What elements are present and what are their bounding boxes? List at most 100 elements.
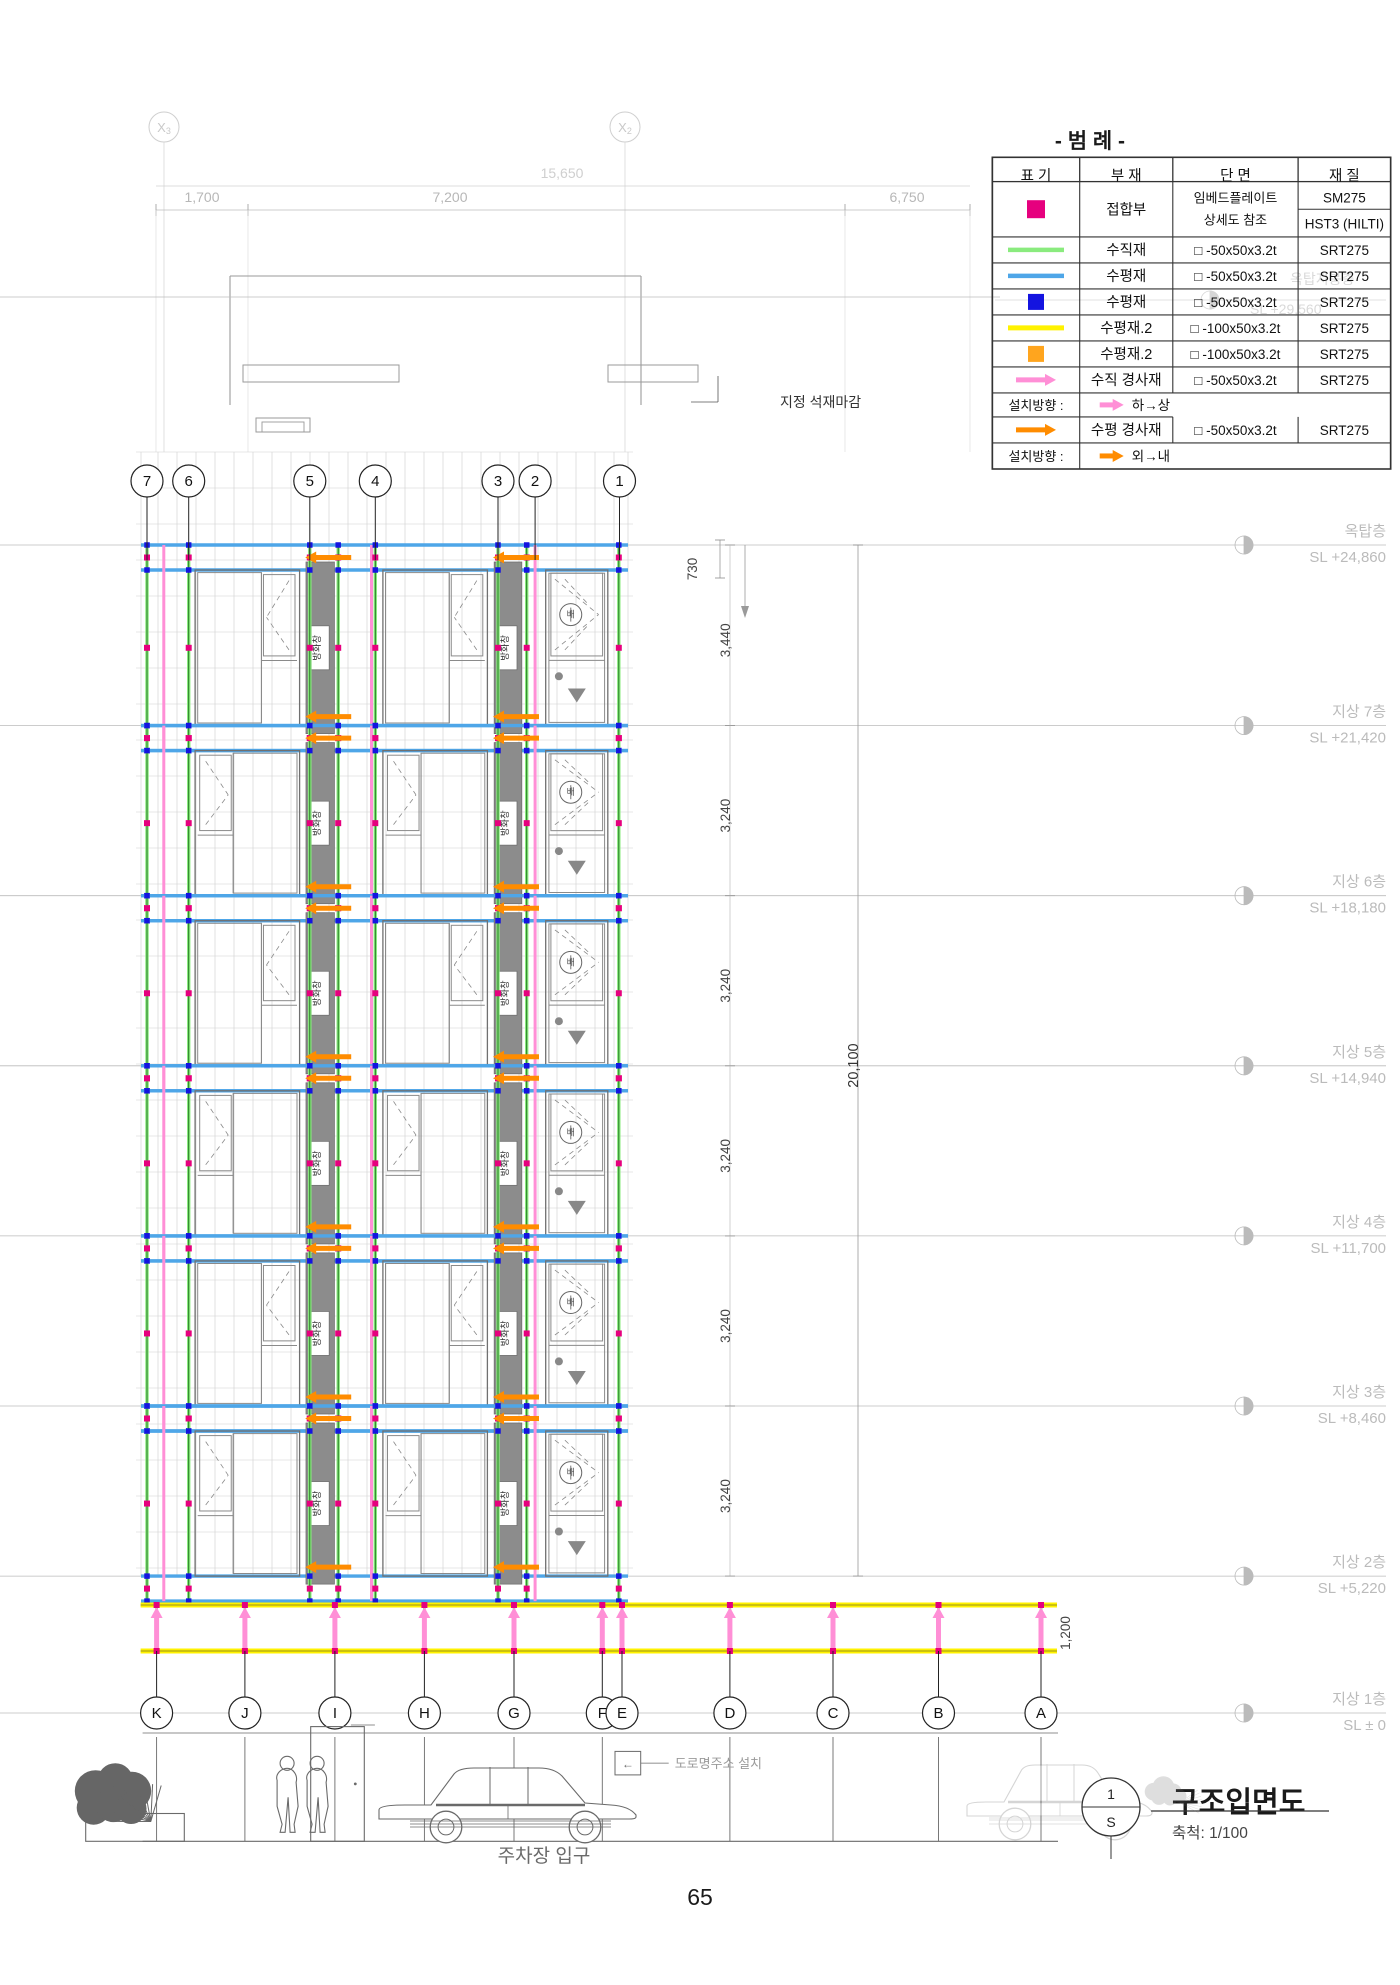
svg-text:S: S [1106, 1814, 1115, 1830]
svg-text:지정 석재마감: 지정 석재마감 [780, 394, 861, 410]
svg-text:주차장 입구: 주차장 입구 [498, 1845, 591, 1867]
svg-text:←: ← [622, 1757, 634, 1771]
svg-text:부 재: 부 재 [1111, 167, 1142, 184]
svg-text:SL ± 0: SL ± 0 [1343, 1717, 1386, 1734]
svg-text:방화창: 방화창 [312, 1150, 322, 1176]
svg-text:1: 1 [1107, 1786, 1115, 1802]
svg-text:단 면: 단 면 [1220, 167, 1251, 184]
svg-text:3,240: 3,240 [718, 799, 733, 833]
svg-text:- 범 례 -: - 범 례 - [1055, 130, 1125, 153]
svg-text:도로명주소 설치: 도로명주소 설치 [675, 1756, 762, 1771]
svg-text:방화창: 방화창 [500, 1150, 510, 1176]
svg-text:SL +8,460: SL +8,460 [1318, 1410, 1386, 1427]
svg-text:SL +5,220: SL +5,220 [1318, 1580, 1386, 1597]
svg-text:외→내: 외→내 [1132, 449, 1170, 464]
svg-text:I: I [333, 1705, 337, 1722]
svg-text:SL +11,700: SL +11,700 [1311, 1240, 1386, 1257]
svg-text:3,240: 3,240 [718, 1139, 733, 1173]
svg-text:20,100: 20,100 [846, 1043, 862, 1087]
svg-text:방화창: 방화창 [500, 810, 510, 836]
svg-text:65: 65 [687, 1884, 713, 1910]
svg-text:배: 배 [567, 1298, 575, 1308]
svg-text:방화창: 방화창 [312, 810, 322, 836]
svg-text:SRT275: SRT275 [1320, 423, 1369, 438]
svg-text:K: K [152, 1705, 162, 1722]
svg-text:□ -50x50x3.2t: □ -50x50x3.2t [1194, 373, 1277, 388]
svg-text:배: 배 [567, 1468, 575, 1478]
svg-text:HST3 (HILTI): HST3 (HILTI) [1305, 216, 1384, 231]
svg-text:배: 배 [567, 957, 575, 967]
svg-text:SRT275: SRT275 [1320, 269, 1369, 284]
svg-text:1,200: 1,200 [1058, 1616, 1073, 1650]
svg-text:7: 7 [143, 473, 151, 490]
svg-text:□ -100x50x3.2t: □ -100x50x3.2t [1190, 347, 1280, 362]
svg-text:2: 2 [531, 473, 539, 490]
svg-text:1: 1 [615, 473, 623, 490]
svg-text:3: 3 [494, 473, 502, 490]
svg-text:표 기: 표 기 [1021, 167, 1052, 184]
svg-text:3,240: 3,240 [718, 969, 733, 1003]
svg-text:방화창: 방화창 [312, 1490, 322, 1516]
svg-text:방화창: 방화창 [500, 980, 510, 1006]
svg-text:J: J [241, 1705, 249, 1722]
svg-text:□ -100x50x3.2t: □ -100x50x3.2t [1190, 321, 1280, 336]
svg-text:E: E [617, 1705, 627, 1722]
svg-text:730: 730 [685, 558, 700, 581]
svg-text:SL +24,860: SL +24,860 [1309, 549, 1386, 566]
svg-text:방화창: 방화창 [500, 1320, 510, 1346]
svg-text:□ -50x50x3.2t: □ -50x50x3.2t [1194, 295, 1277, 310]
svg-text:지상 1층: 지상 1층 [1332, 1691, 1386, 1708]
svg-text:방화창: 방화창 [312, 635, 322, 661]
svg-text:5: 5 [306, 473, 314, 490]
svg-text:7,200: 7,200 [432, 189, 467, 205]
svg-text:방화창: 방화창 [312, 980, 322, 1006]
svg-text:SRT275: SRT275 [1320, 321, 1369, 336]
svg-text:SRT275: SRT275 [1320, 295, 1369, 310]
svg-text:A: A [1036, 1705, 1046, 1722]
svg-text:SL +21,420: SL +21,420 [1309, 730, 1386, 747]
svg-text:SRT275: SRT275 [1320, 347, 1369, 362]
svg-text:옥탑층: 옥탑층 [1345, 523, 1386, 540]
svg-text:4: 4 [371, 473, 379, 490]
svg-text:수평 경사재: 수평 경사재 [1091, 422, 1162, 439]
svg-text:□ -50x50x3.2t: □ -50x50x3.2t [1194, 269, 1277, 284]
svg-text:지상 2층: 지상 2층 [1332, 1554, 1386, 1571]
svg-text:□ -50x50x3.2t: □ -50x50x3.2t [1194, 243, 1277, 258]
svg-text:지상 6층: 지상 6층 [1332, 874, 1386, 891]
svg-text:G: G [508, 1705, 520, 1722]
svg-text:3,240: 3,240 [718, 1479, 733, 1513]
svg-text:배: 배 [567, 787, 575, 797]
svg-text:상세도 참조: 상세도 참조 [1204, 212, 1267, 227]
svg-text:지상 4층: 지상 4층 [1332, 1214, 1386, 1231]
svg-text:6: 6 [185, 473, 193, 490]
svg-text:임베드플레이트: 임베드플레이트 [1194, 190, 1278, 205]
svg-text:축척: 1/100: 축척: 1/100 [1172, 1824, 1248, 1842]
svg-text:접합부: 접합부 [1106, 201, 1146, 218]
svg-text:지상 7층: 지상 7층 [1332, 704, 1386, 721]
svg-text:15,650: 15,650 [541, 165, 584, 181]
svg-text:SL +18,180: SL +18,180 [1309, 900, 1386, 917]
svg-text:수평재: 수평재 [1106, 268, 1146, 285]
svg-text:□ -50x50x3.2t: □ -50x50x3.2t [1194, 423, 1277, 438]
svg-text:C: C [828, 1705, 839, 1722]
svg-text:지상 5층: 지상 5층 [1332, 1044, 1386, 1061]
svg-text:수평재: 수평재 [1106, 294, 1146, 311]
svg-text:지상 3층: 지상 3층 [1332, 1384, 1386, 1401]
svg-text:수직 경사재: 수직 경사재 [1091, 372, 1162, 389]
svg-text:구조입면도: 구조입면도 [1172, 1786, 1305, 1819]
svg-text:D: D [724, 1705, 735, 1722]
svg-text:SRT275: SRT275 [1320, 373, 1369, 388]
svg-text:수직재: 수직재 [1106, 242, 1146, 259]
svg-text:1,700: 1,700 [184, 189, 219, 205]
svg-text:H: H [419, 1705, 430, 1722]
svg-text:배: 배 [567, 610, 575, 620]
svg-text:3,240: 3,240 [718, 1309, 733, 1343]
svg-text:6,750: 6,750 [889, 189, 924, 205]
svg-text:방화창: 방화창 [500, 1490, 510, 1516]
svg-text:SL +14,940: SL +14,940 [1309, 1070, 1386, 1087]
svg-text:B: B [933, 1705, 943, 1722]
svg-text:하→상: 하→상 [1132, 398, 1170, 413]
svg-text:방화창: 방화창 [500, 635, 510, 661]
svg-text:SRT275: SRT275 [1320, 243, 1369, 258]
svg-text:설치방향 :: 설치방향 : [1008, 449, 1063, 464]
